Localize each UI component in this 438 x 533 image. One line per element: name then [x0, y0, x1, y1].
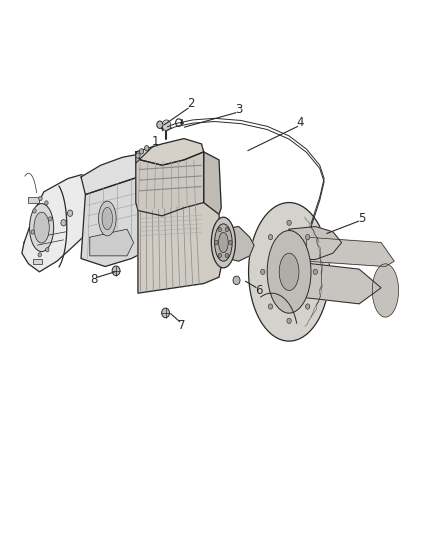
Ellipse shape: [279, 253, 299, 290]
Ellipse shape: [34, 212, 49, 243]
Polygon shape: [204, 152, 221, 214]
Ellipse shape: [215, 224, 232, 261]
Circle shape: [225, 253, 229, 257]
Circle shape: [287, 318, 291, 324]
Text: 2: 2: [187, 98, 194, 110]
Polygon shape: [289, 227, 342, 260]
Circle shape: [162, 308, 170, 318]
Text: 3: 3: [235, 103, 242, 116]
Ellipse shape: [219, 232, 228, 253]
Ellipse shape: [211, 217, 236, 268]
Ellipse shape: [29, 204, 53, 252]
Circle shape: [218, 253, 222, 257]
Text: 7: 7: [178, 319, 186, 332]
Circle shape: [45, 201, 48, 205]
Polygon shape: [90, 229, 134, 256]
Ellipse shape: [267, 230, 311, 313]
Circle shape: [46, 248, 49, 252]
Circle shape: [287, 220, 291, 225]
Text: 8: 8: [91, 273, 98, 286]
Text: 4: 4: [296, 116, 304, 129]
FancyBboxPatch shape: [28, 197, 39, 203]
Text: 5: 5: [358, 212, 365, 225]
Circle shape: [61, 220, 66, 226]
Circle shape: [225, 228, 229, 232]
Circle shape: [218, 228, 222, 232]
Polygon shape: [136, 139, 204, 165]
Circle shape: [229, 240, 232, 245]
Circle shape: [261, 269, 265, 274]
Circle shape: [233, 276, 240, 285]
Polygon shape: [81, 163, 182, 266]
Ellipse shape: [372, 264, 399, 317]
Text: 1: 1: [152, 135, 159, 148]
FancyBboxPatch shape: [33, 259, 42, 264]
Circle shape: [268, 304, 273, 309]
Circle shape: [112, 266, 120, 276]
Circle shape: [33, 209, 36, 213]
Polygon shape: [221, 227, 254, 261]
Circle shape: [162, 120, 171, 131]
Text: 6: 6: [254, 284, 262, 297]
Circle shape: [305, 304, 310, 309]
Polygon shape: [136, 152, 204, 216]
Polygon shape: [138, 203, 221, 293]
Circle shape: [48, 217, 52, 221]
Circle shape: [268, 235, 273, 240]
Polygon shape: [22, 175, 112, 272]
Polygon shape: [289, 261, 381, 304]
Circle shape: [157, 121, 163, 128]
Circle shape: [136, 153, 140, 158]
Polygon shape: [81, 152, 182, 195]
Ellipse shape: [249, 203, 330, 341]
Circle shape: [31, 230, 35, 234]
Circle shape: [145, 146, 149, 151]
Circle shape: [305, 235, 310, 240]
Circle shape: [67, 210, 73, 216]
Circle shape: [215, 240, 218, 245]
Circle shape: [313, 269, 318, 274]
Ellipse shape: [102, 207, 113, 230]
Circle shape: [139, 149, 144, 154]
Circle shape: [39, 196, 42, 200]
Ellipse shape: [99, 201, 116, 236]
Polygon shape: [307, 237, 394, 266]
Circle shape: [38, 253, 42, 257]
